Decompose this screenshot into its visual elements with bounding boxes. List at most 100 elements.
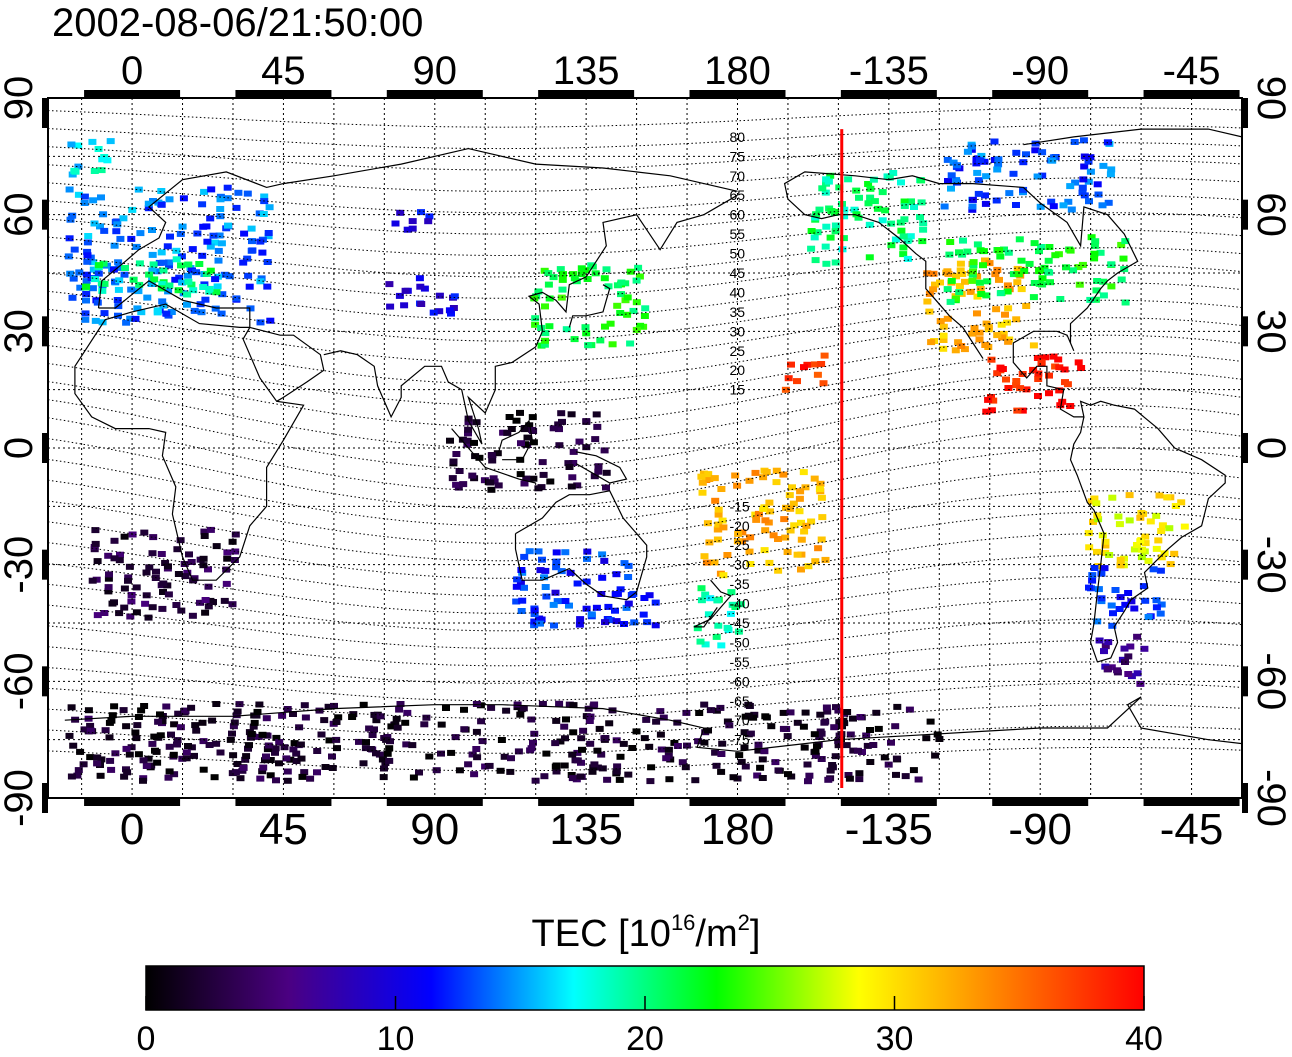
tec-cell	[583, 276, 592, 282]
tec-cell	[108, 712, 117, 719]
tec-cell	[1115, 521, 1124, 528]
tec-cell	[1038, 172, 1047, 179]
tec-cell	[624, 771, 633, 778]
tec-cell	[947, 185, 955, 192]
tec-cell	[665, 776, 674, 783]
tec-cell	[818, 514, 827, 521]
tec-cell	[231, 531, 240, 538]
tec-cell	[1090, 565, 1099, 571]
tec-cell	[991, 271, 1000, 278]
tec-cell	[223, 184, 232, 191]
tec-cell	[647, 764, 656, 771]
tec-cell	[939, 345, 948, 352]
tec-cell	[575, 438, 584, 445]
tec-cell	[403, 226, 412, 233]
map-title: 2002-08-06/21:50:00	[52, 1, 423, 45]
tec-cell	[845, 775, 854, 782]
tec-cell	[538, 556, 546, 563]
tec-cell	[64, 253, 73, 260]
tec-cell	[1090, 495, 1099, 502]
tec-cell	[900, 198, 909, 205]
tec-cell	[550, 622, 558, 629]
tec-cell	[222, 580, 231, 587]
tec-cell	[887, 220, 896, 227]
tec-cell	[944, 178, 952, 184]
tec-cell	[193, 230, 202, 237]
tec-cell	[903, 237, 912, 244]
tec-cell	[1157, 601, 1166, 608]
tec-cell	[982, 320, 991, 327]
tec-cell	[557, 568, 566, 575]
tec-cell	[258, 249, 267, 256]
tec-cell	[86, 722, 95, 729]
tec-cell	[470, 771, 479, 778]
tec-cell	[114, 259, 123, 266]
tec-cell	[594, 463, 603, 470]
tec-cell	[717, 486, 726, 492]
tec-cell	[386, 303, 395, 310]
tec-cell	[528, 414, 537, 421]
tec-cell	[217, 240, 226, 247]
tec-cell	[507, 426, 516, 432]
tec-cell	[472, 701, 481, 707]
tec-cell	[313, 748, 322, 754]
tec-cell	[98, 287, 107, 294]
tec-cell	[994, 156, 1003, 163]
tec-cell	[68, 212, 77, 219]
tec-cell	[601, 619, 609, 626]
tec-cell	[968, 203, 977, 210]
tec-cell	[487, 704, 496, 711]
tec-cell	[795, 508, 804, 515]
tec-cell	[1108, 622, 1117, 629]
coastline-path	[783, 171, 1226, 663]
tec-cell	[292, 750, 301, 757]
tec-cell	[70, 246, 79, 253]
tec-cell	[264, 233, 273, 240]
tec-cell	[866, 194, 875, 201]
tec-cell	[1138, 546, 1147, 553]
tec-cell	[140, 529, 149, 536]
tec-cell	[395, 706, 404, 713]
tec-cell	[702, 559, 711, 566]
tec-cell	[555, 442, 564, 449]
tec-cell	[1017, 257, 1026, 264]
tec-cell	[1096, 249, 1105, 256]
tec-cell	[733, 482, 742, 489]
tec-cell	[272, 734, 281, 741]
tec-cell	[174, 710, 183, 717]
contour-line	[48, 468, 1242, 544]
bottom-lon-label: 135	[549, 805, 622, 854]
tec-cell	[494, 482, 503, 489]
tec-cell	[570, 275, 579, 282]
tec-cell	[617, 291, 625, 298]
tec-cell	[90, 168, 99, 174]
tec-cell	[232, 712, 241, 719]
tec-cell	[98, 156, 107, 163]
tec-cell	[733, 538, 742, 545]
tec-cell	[359, 701, 368, 708]
tec-cell	[162, 310, 171, 317]
contour-label: 20	[729, 362, 745, 378]
tec-cell	[529, 739, 537, 746]
tec-cell	[590, 473, 599, 480]
tec-cell	[1127, 598, 1136, 605]
tec-cell	[464, 415, 473, 422]
tec-cell	[910, 204, 918, 210]
tec-cell	[624, 562, 633, 569]
tec-cell	[313, 769, 321, 776]
tec-cell	[989, 397, 998, 404]
tec-cell	[830, 724, 839, 731]
tec-cell	[555, 426, 563, 433]
tec-cell	[256, 319, 265, 326]
tec-cell	[1152, 604, 1161, 611]
tec-cell	[855, 770, 864, 777]
contour-label: 25	[729, 343, 745, 359]
tec-cell	[452, 481, 461, 488]
tec-cell	[558, 276, 567, 283]
tec-cell	[628, 745, 637, 751]
bottom-lon-label: 180	[701, 805, 774, 854]
tec-cell	[782, 504, 790, 511]
tec-cell	[185, 551, 193, 558]
tec-cell	[899, 244, 908, 251]
tec-region	[64, 184, 275, 326]
